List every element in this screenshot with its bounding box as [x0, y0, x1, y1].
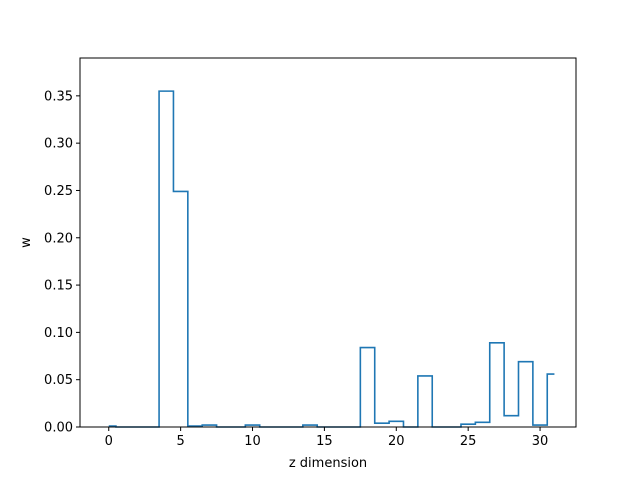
x-tick-label: 10 [244, 434, 261, 449]
x-tick-label: 15 [316, 434, 333, 449]
x-axis-ticks: 0 5 10 15 20 25 30 [105, 427, 549, 449]
x-tick-label: 25 [460, 434, 477, 449]
y-tick-label: 0.05 [44, 373, 73, 388]
y-tick-label: 0.10 [44, 326, 73, 341]
x-tick-label: 0 [105, 434, 113, 449]
y-tick-label: 0.20 [44, 231, 73, 246]
x-tick-label: 5 [176, 434, 184, 449]
y-tick-label: 0.25 [44, 184, 73, 199]
y-tick-label: 0.15 [44, 279, 73, 294]
x-tick-label: 20 [388, 434, 405, 449]
y-tick-label: 0.35 [44, 89, 73, 104]
plot-frame [79, 57, 577, 428]
y-axis-ticks: 0.00 0.05 0.10 0.15 0.20 0.25 0.30 0.35 [44, 89, 80, 436]
x-axis-label: z dimension [289, 456, 367, 471]
y-axis-label: w [19, 237, 34, 248]
x-tick-label: 30 [532, 434, 549, 449]
y-tick-label: 0.30 [44, 137, 73, 152]
y-tick-label: 0.00 [44, 421, 73, 436]
